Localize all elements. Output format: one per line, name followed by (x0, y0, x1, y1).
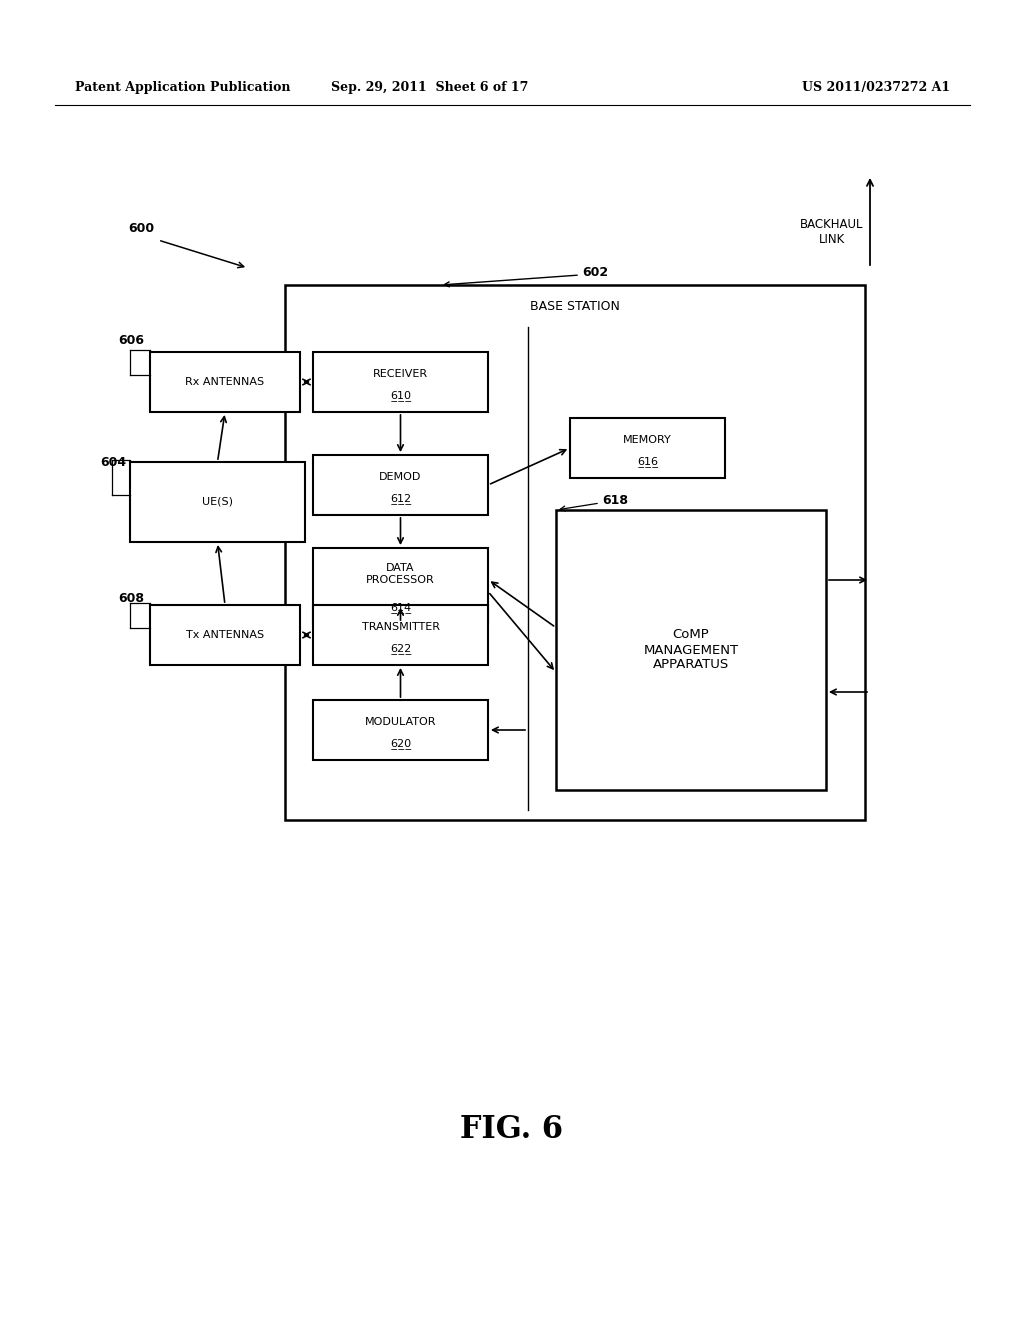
Bar (313, 548, 488, 623)
Text: 608: 608 (118, 591, 144, 605)
Text: 6̲1̲0̲: 6̲1̲0̲ (390, 391, 411, 401)
Text: BACKHAUL
LINK: BACKHAUL LINK (800, 218, 864, 246)
Bar (313, 455, 488, 515)
Text: Sep. 29, 2011  Sheet 6 of 17: Sep. 29, 2011 Sheet 6 of 17 (332, 82, 528, 95)
Bar (285, 285, 865, 820)
Text: 618: 618 (602, 494, 628, 507)
Bar (150, 605, 300, 665)
Text: 606: 606 (118, 334, 144, 346)
Bar (130, 462, 305, 543)
Text: DATA
PROCESSOR: DATA PROCESSOR (367, 564, 435, 585)
Bar (313, 605, 488, 665)
Text: 6̲1̲6̲: 6̲1̲6̲ (637, 457, 658, 467)
Text: 6̲1̲2̲: 6̲1̲2̲ (390, 494, 411, 504)
Text: 600: 600 (128, 222, 155, 235)
Text: Rx ANTENNAS: Rx ANTENNAS (185, 378, 264, 387)
Text: BASE STATION: BASE STATION (530, 301, 620, 314)
Text: 6̲1̲4̲: 6̲1̲4̲ (390, 602, 411, 614)
Bar (313, 700, 488, 760)
Text: Tx ANTENNAS: Tx ANTENNAS (186, 630, 264, 640)
Text: 6̲2̲2̲: 6̲2̲2̲ (390, 644, 411, 655)
Bar (150, 352, 300, 412)
Text: DEMOD: DEMOD (379, 473, 422, 482)
Text: TRANSMITTER: TRANSMITTER (361, 622, 439, 632)
Text: 6̲2̲0̲: 6̲2̲0̲ (390, 739, 411, 750)
Bar (570, 418, 725, 478)
Text: MODULATOR: MODULATOR (365, 717, 436, 727)
Text: FIG. 6: FIG. 6 (461, 1114, 563, 1146)
Text: UE(S): UE(S) (202, 498, 233, 507)
Text: 602: 602 (582, 265, 608, 279)
Text: US 2011/0237272 A1: US 2011/0237272 A1 (802, 82, 950, 95)
Text: 604: 604 (100, 455, 126, 469)
Text: RECEIVER: RECEIVER (373, 370, 428, 379)
Bar (556, 510, 826, 789)
Text: CoMP
MANAGEMENT
APPARATUS: CoMP MANAGEMENT APPARATUS (643, 628, 738, 672)
Text: MEMORY: MEMORY (624, 436, 672, 445)
Bar (313, 352, 488, 412)
Text: Patent Application Publication: Patent Application Publication (75, 82, 291, 95)
